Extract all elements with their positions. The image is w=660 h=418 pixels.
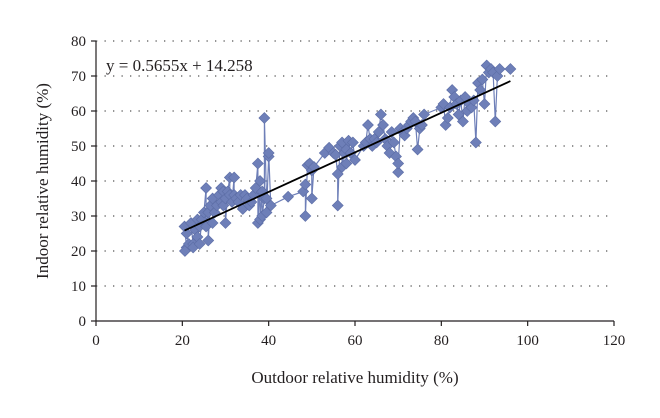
data-point [262,147,275,159]
data-point [489,115,502,128]
data-point [411,143,424,156]
data-point [504,63,517,75]
series-line [183,64,511,252]
data-point [478,98,491,110]
data-point [200,182,212,194]
y-tick-label: 50 [71,139,86,155]
trendline-layer [184,80,511,232]
x-tick-label: 40 [261,333,276,349]
y-axis-label: Indoor relative humidity (%) [33,83,52,279]
data-point [206,217,219,229]
trendline-equation: y = 0.5655x + 14.258 [106,56,253,75]
data-point [476,73,489,86]
data-point [299,210,312,222]
x-tick-label: 120 [603,333,626,349]
x-tick-label: 20 [175,333,190,349]
data-point [392,157,405,170]
x-axis-label: Outdoor relative humidity (%) [251,368,458,387]
data-point [299,178,312,191]
data-point [254,175,266,187]
x-tick-label: 60 [348,333,363,349]
series-layer [178,59,517,257]
data-point [469,136,482,149]
data-point [392,166,405,179]
data-point [441,112,454,124]
x-tick-label: 100 [516,333,539,349]
y-tick-label: 70 [71,69,86,85]
tick-labels: 0 20 40 60 80 100 120 0 10 20 30 40 50 60 70 80 [71,34,625,349]
y-tick-label: 30 [71,209,86,225]
data-point [180,227,193,240]
data-point [305,192,318,205]
x-tick-label: 80 [434,333,449,349]
data-point [258,112,271,124]
data-point [264,199,277,212]
data-point [282,190,295,203]
y-tick-label: 10 [71,279,86,295]
data-point [493,63,506,75]
y-tick-label: 60 [71,104,86,120]
y-tick-label: 40 [71,174,86,190]
data-point [346,136,359,149]
x-tick-label: 0 [92,333,100,349]
y-tick-label: 20 [71,244,86,260]
data-point [349,154,361,166]
data-point [228,171,241,184]
data-point [340,157,353,170]
data-point [374,108,387,121]
data-point [193,238,206,250]
data-point [362,119,374,131]
data-point [219,217,232,229]
data-point [456,115,469,128]
trendline [184,80,511,232]
y-tick-label: 80 [71,34,86,50]
y-tick-label: 0 [79,314,87,330]
data-point [377,119,389,131]
data-point [202,234,215,247]
data-point [387,136,400,149]
data-point [331,199,344,212]
data-point [251,157,264,170]
